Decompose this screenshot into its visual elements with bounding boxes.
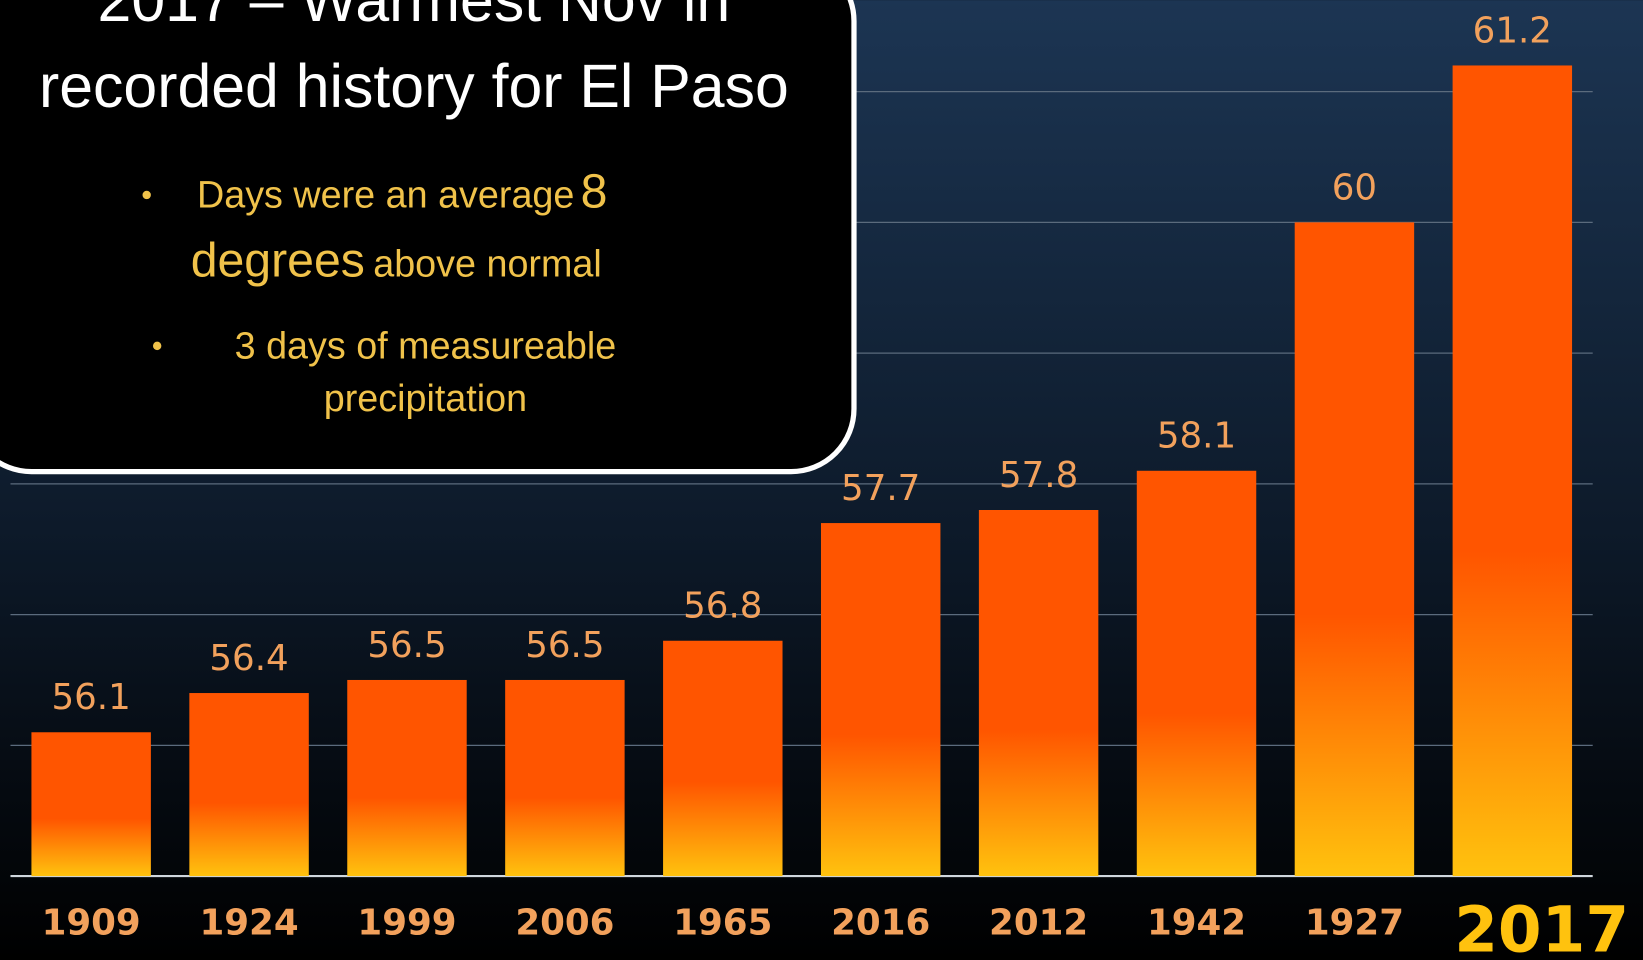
x-tick-label: 2017 [1454, 894, 1629, 960]
data-label: 56.1 [52, 677, 131, 718]
data-label: 56.5 [525, 625, 604, 666]
box [0, 0, 857, 475]
bar [978, 509, 1099, 877]
data-label: 57.7 [841, 468, 920, 509]
bar [1136, 470, 1257, 877]
x-tick-label: 1999 [357, 903, 456, 944]
bar [1294, 222, 1415, 877]
bullet-text: 3 days of measureable [235, 324, 617, 366]
data-label: 56.8 [683, 586, 762, 627]
x-tick-label: 1924 [200, 903, 299, 944]
bar [347, 679, 467, 877]
title-line: 2017 – Warmest Nov in [98, 0, 731, 34]
data-label: 61.2 [1473, 10, 1552, 51]
x-tick-label: 2006 [515, 903, 614, 944]
x-tick-label: 1942 [1147, 903, 1246, 944]
bullet-text: Days were an average 8 [197, 165, 607, 219]
bar [1452, 65, 1573, 877]
bullet-text: degrees above normal [191, 234, 602, 288]
data-label: 57.8 [999, 455, 1078, 496]
bar [189, 693, 309, 877]
x-tick-label: 1909 [42, 903, 141, 944]
data-label: 58.1 [1157, 416, 1236, 457]
x-tick-label: 1927 [1305, 903, 1404, 944]
x-tick-label: 2016 [831, 903, 930, 944]
bullet-text: precipitation [324, 377, 527, 419]
data-label: 60 [1332, 167, 1377, 208]
bar [505, 679, 625, 877]
bar [663, 640, 783, 877]
bullet-part: 8 [581, 165, 608, 219]
data-label: 56.5 [367, 625, 446, 666]
bar [820, 523, 941, 877]
bullet-part: degrees [191, 234, 365, 288]
bullet-part: Days were an average [197, 174, 574, 216]
bar [31, 732, 151, 877]
x-tick-label: 1965 [673, 903, 772, 944]
bullet-dot [152, 341, 162, 351]
bullet-part: above normal [373, 243, 602, 285]
text-box: 2017 – Warmest Nov in recorded history f… [0, 0, 857, 475]
title-line: recorded history for El Paso [39, 52, 789, 120]
bullet-dot [142, 190, 151, 200]
x-tick-label: 2012 [989, 903, 1088, 944]
data-label: 56.4 [209, 638, 288, 679]
